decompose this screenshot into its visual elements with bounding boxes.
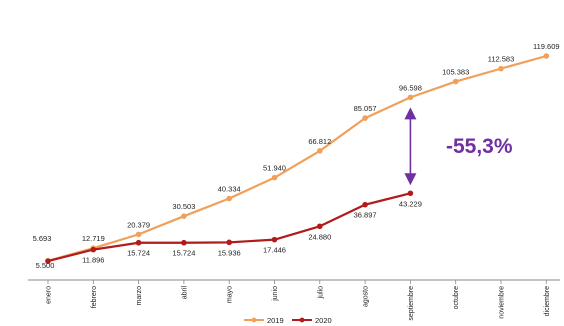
x-tick-label-mayo: mayo (227, 286, 234, 303)
legend-marker-2019 (251, 317, 257, 323)
point-2020-enero (45, 258, 51, 264)
data-label-2019-diciembre: 119.609 (533, 42, 560, 51)
x-tick-label-noviembre: noviembre (499, 286, 506, 319)
x-tick-label-abril: abril (181, 286, 188, 300)
x-tick-label-agosto: agosto (363, 286, 370, 307)
data-label-2020-mayo: 15.936 (218, 248, 241, 257)
data-label-2019-noviembre: 112.583 (488, 55, 515, 64)
point-2020-septiembre (407, 190, 414, 197)
point-2020-julio (317, 223, 323, 230)
data-label-2019-julio: 66.812 (308, 137, 331, 146)
x-tick-label-marzo: marzo (136, 286, 143, 306)
x-tick-label-diciembre: diciembre (544, 286, 551, 316)
data-label-2019-octubre: 105.383 (442, 68, 469, 77)
legend-marker-2020 (299, 317, 305, 323)
label-layer: 5.693 12.719 20.379 30.503 40.334 51.940 66.81… (33, 42, 560, 270)
point-2019-agosto (362, 115, 368, 121)
x-tick-label-febrero: febrero (91, 286, 98, 308)
point-2020-agosto (362, 201, 368, 208)
point-2019-noviembre (498, 65, 504, 72)
data-label-2020-marzo: 15.724 (127, 249, 150, 258)
legend: 2019 2020 (244, 316, 332, 325)
x-tick-label-junio: junio (272, 286, 279, 302)
point-2019-junio (271, 174, 278, 181)
data-label-2020-julio: 24.880 (308, 232, 331, 241)
point-2019-abril (181, 213, 187, 219)
point-2019-mayo (226, 195, 232, 202)
series-line-2019 (47, 54, 547, 262)
point-2019-octubre (452, 78, 459, 85)
point-2020-junio (271, 236, 278, 243)
data-label-2019-febrero: 12.719 (82, 234, 105, 243)
series-layer (45, 53, 550, 264)
legend-label-2019: 2019 (267, 316, 284, 325)
data-label-2020-junio: 17.446 (263, 246, 286, 255)
data-label-2019-junio: 51.940 (263, 164, 286, 173)
point-2019-marzo (135, 231, 142, 238)
annotation-arrow-head-down (404, 173, 417, 186)
data-label-2020-agosto: 36.897 (354, 211, 377, 220)
point-2020-marzo (135, 239, 142, 246)
data-label-2020-enero: 5.500 (36, 261, 55, 270)
data-label-2020-septiembre: 43.229 (399, 199, 422, 208)
data-label-2020-febrero: 11.896 (82, 256, 104, 265)
axis-layer: enero febrero marzo abril mayo junio julio agos… (28, 279, 560, 321)
legend-label-2020: 2020 (315, 316, 332, 325)
point-2020-abril (181, 239, 187, 246)
x-tick-label-enero: enero (46, 286, 53, 304)
point-2019-diciembre (543, 53, 550, 59)
annotation-text: -55,3% (446, 135, 513, 158)
x-tick-label-octubre: octubre (453, 286, 460, 309)
data-label-2019-abril: 30.503 (172, 202, 195, 211)
point-2020-mayo (226, 239, 232, 246)
point-2019-septiembre (407, 94, 414, 101)
data-label-2020-abril: 15.724 (172, 249, 195, 258)
data-label-2019-mayo: 40.334 (218, 184, 241, 193)
point-2019-julio (317, 148, 323, 154)
data-label-2019-agosto: 85.057 (354, 104, 377, 113)
annotation-arrow-head-up (404, 107, 417, 120)
data-label-2019-marzo: 20.379 (127, 220, 150, 229)
annotation-layer: -55,3% (404, 107, 513, 186)
data-label-2019-septiembre: 96.598 (399, 83, 422, 92)
data-label-2019-enero: 5.693 (33, 234, 52, 243)
point-2020-febrero (90, 246, 97, 253)
x-tick-label-julio: julio (317, 286, 324, 300)
x-tick-label-septiembre: septiembre (408, 286, 415, 321)
